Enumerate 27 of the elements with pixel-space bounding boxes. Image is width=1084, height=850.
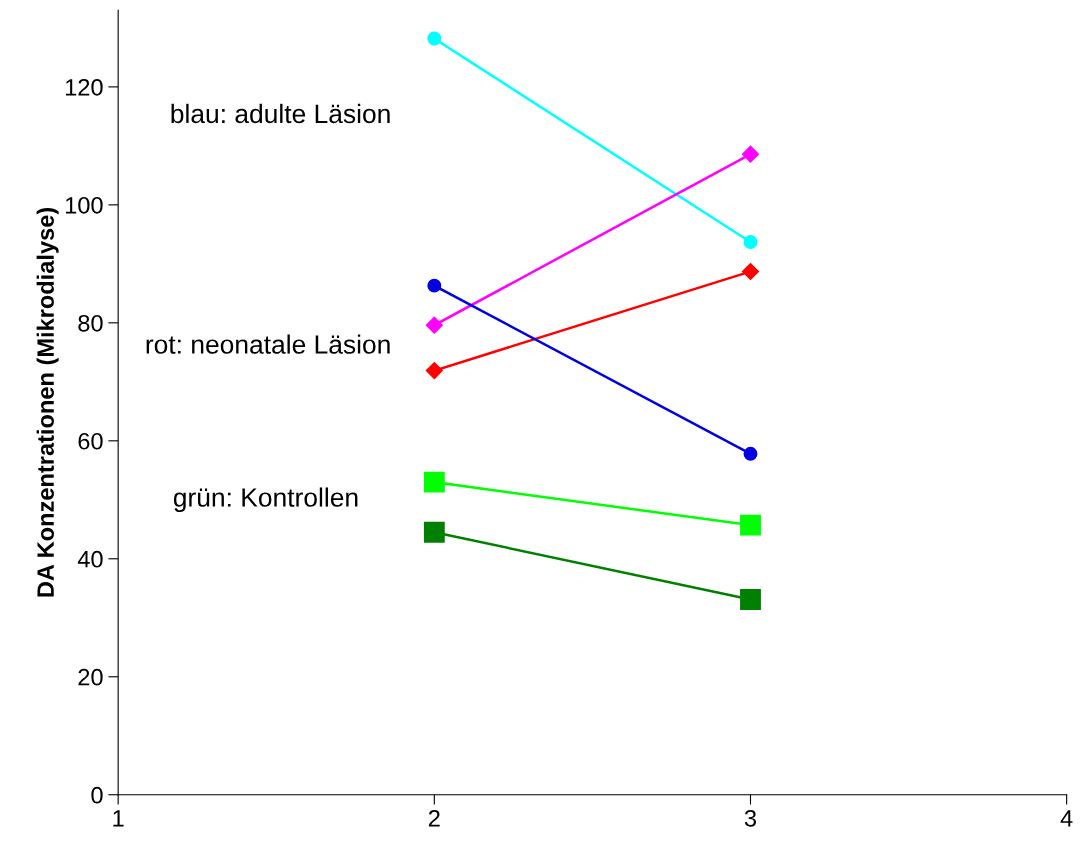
annotation: rot: neonatale Läsion [146,334,390,354]
y-tick-label: 120 [65,78,103,96]
point [423,471,445,493]
y-axis-title: DA Konzentrationen (Mikrodialyse) [36,207,59,597]
point [740,589,761,610]
point [425,362,443,380]
point [741,262,760,281]
x-tick-label: 1 [113,810,124,827]
point [427,31,442,46]
point [741,145,760,163]
point [425,316,443,334]
y-tick-label: 40 [77,550,103,568]
point [740,514,761,536]
point [743,446,758,461]
x-tick-label: 4 [1060,810,1073,827]
annotation: grün: Kontrollen [173,487,358,513]
y-tick-label: 20 [78,668,103,686]
y-tick-label: 80 [78,314,103,332]
point [423,521,445,543]
point [743,235,758,249]
y-tick-label: 60 [78,432,103,450]
y-tick-label: 0 [91,786,103,804]
y-tick-label: 100 [65,196,103,214]
x-tick-label: 2 [428,809,440,827]
x-tick-label: 3 [744,809,757,827]
annotation: blau: adulte Läsion [171,103,390,124]
point [427,278,442,293]
